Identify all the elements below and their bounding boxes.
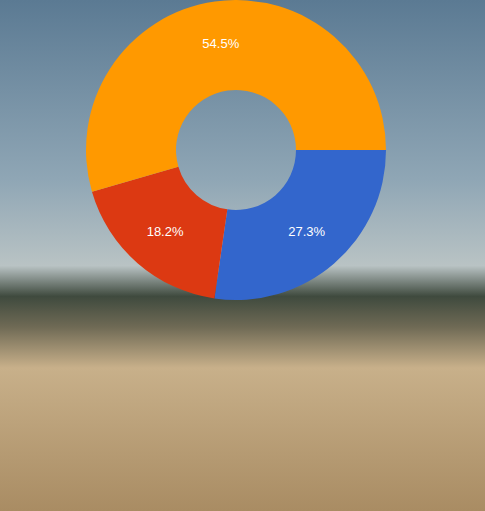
svg-text:54.5%: 54.5% [202,36,239,51]
svg-text:27.3%: 27.3% [288,224,325,239]
svg-text:18.2%: 18.2% [147,224,184,239]
